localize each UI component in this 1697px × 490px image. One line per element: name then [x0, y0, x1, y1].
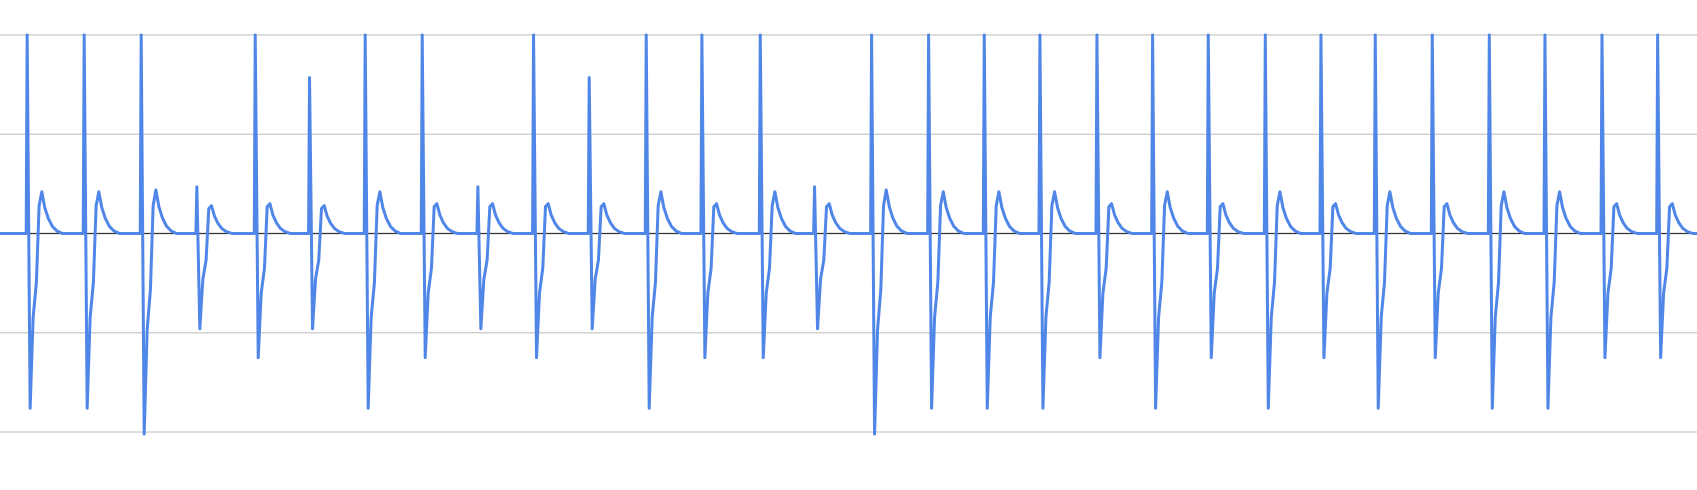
- series-layer: [0, 33, 1697, 436]
- series-line-0: [0, 33, 1697, 436]
